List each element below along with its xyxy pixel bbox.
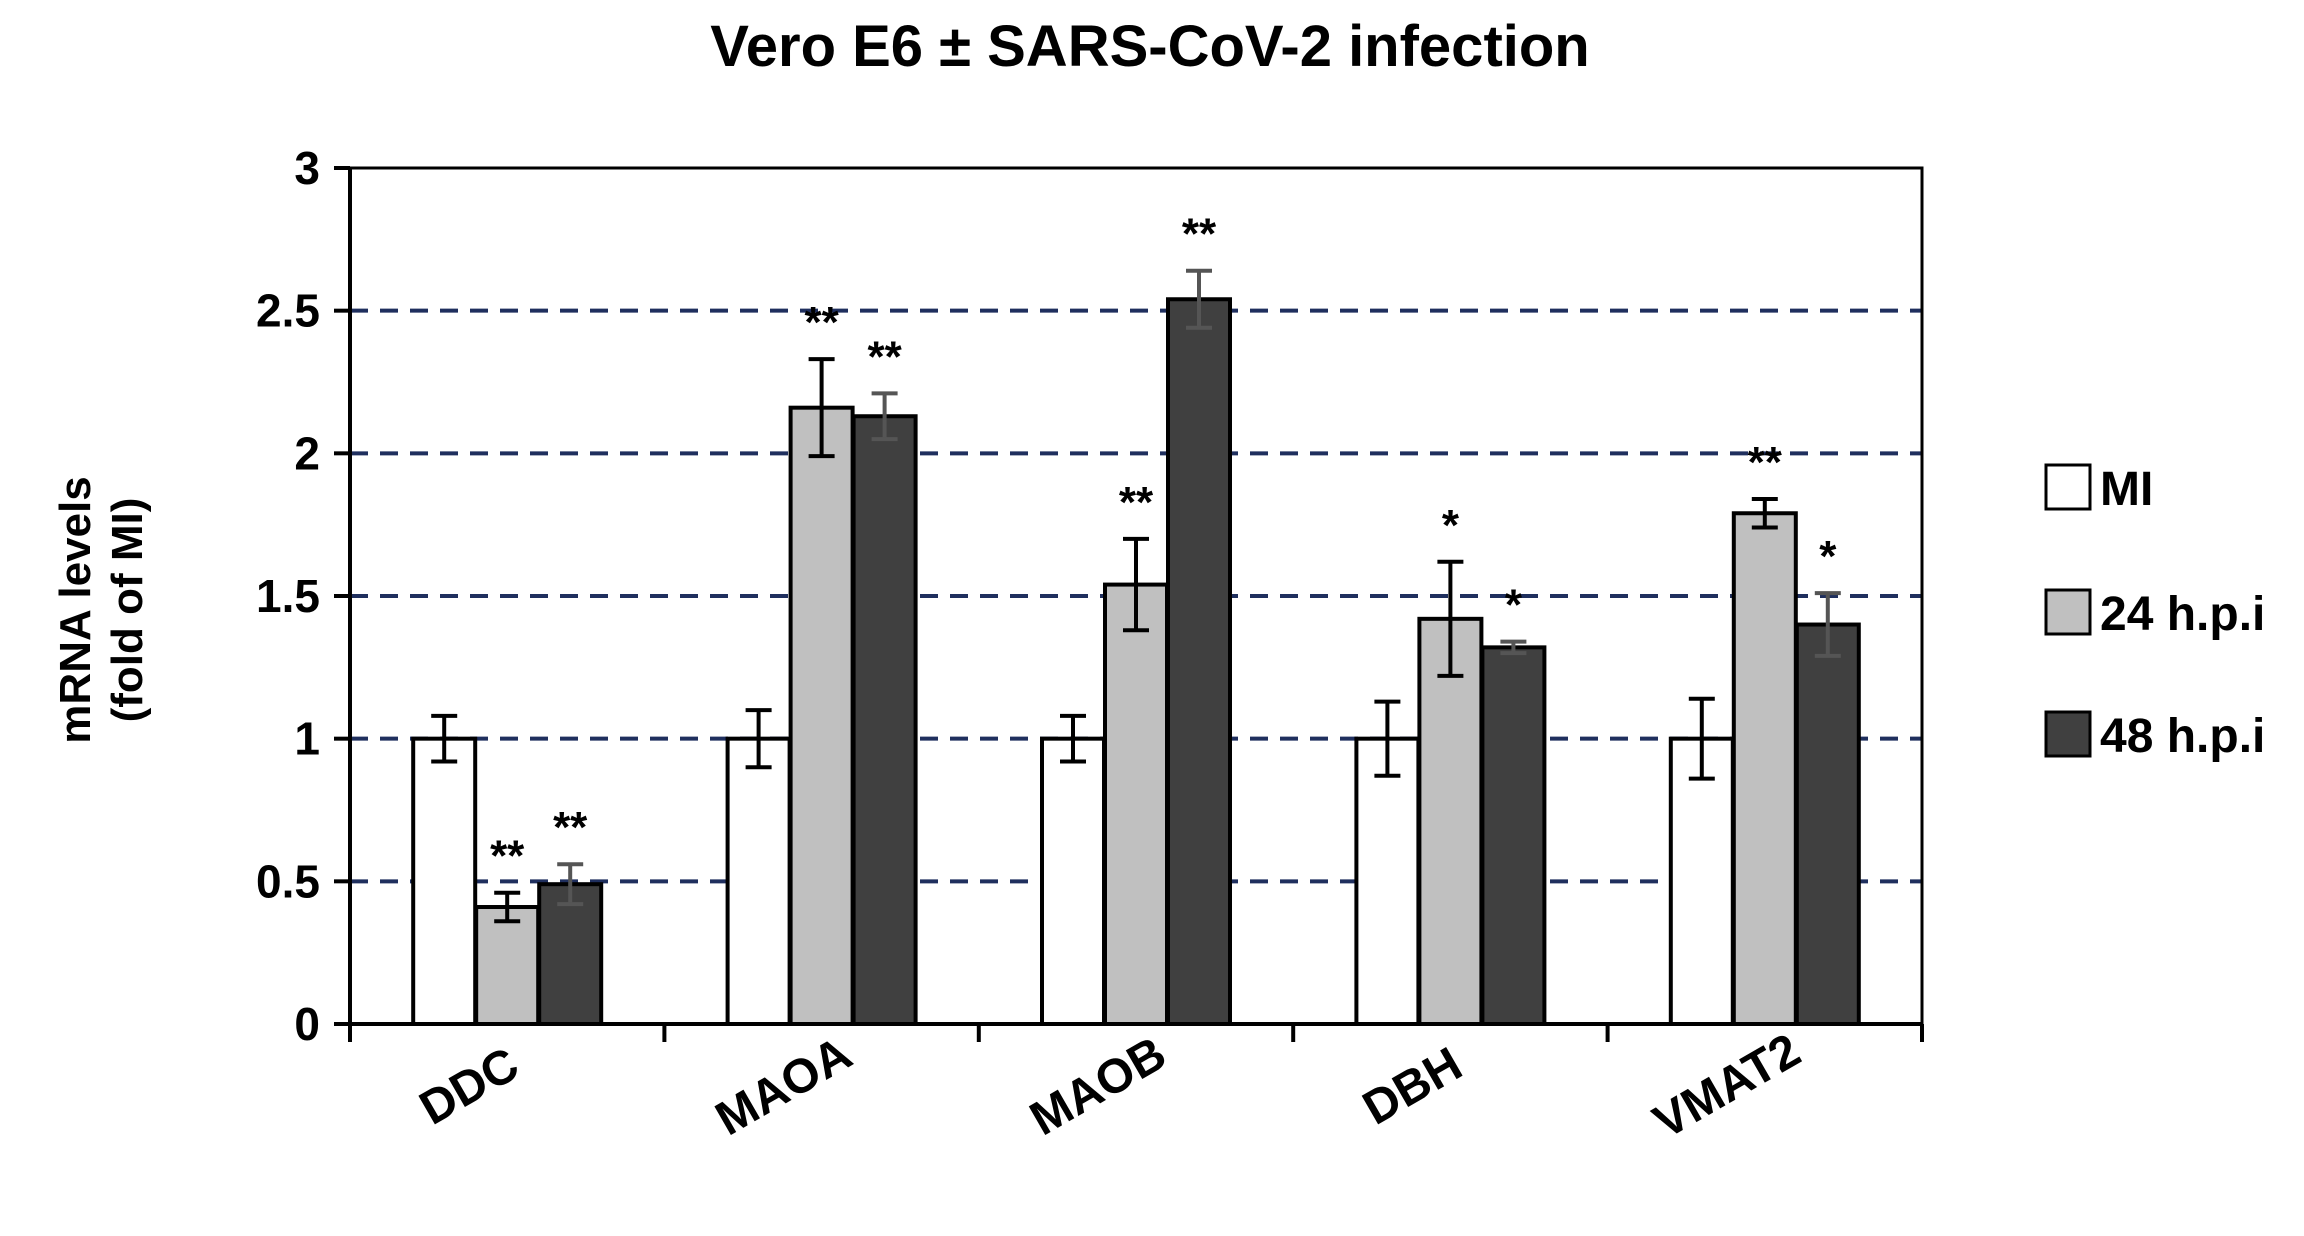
significance-vmat2-1: **	[1748, 438, 1783, 487]
bar-maob-2	[1166, 297, 1232, 1026]
bar-maoa-1	[788, 405, 855, 1026]
bar-dbh-1	[1417, 616, 1484, 1026]
bar-ddc-1	[474, 905, 541, 1026]
bar-vmat2-2	[1794, 622, 1861, 1026]
bar-ddc-0	[411, 736, 478, 1027]
bar-maob-0	[1040, 736, 1106, 1027]
y-tick-label-1.5: 1.5	[256, 570, 320, 622]
significance-maoa-2: **	[867, 332, 902, 381]
legend-swatch-24hpi	[2044, 588, 2092, 636]
legend-label-mi: MI	[2100, 463, 2153, 516]
x-category-label-vmat2: VMAT2	[1645, 1024, 1809, 1149]
y-tick-label-1: 1	[294, 713, 320, 765]
legend-swatch-mi	[2044, 463, 2092, 511]
significance-ddc-1: **	[490, 832, 525, 881]
significance-vmat2-2: *	[1819, 532, 1837, 581]
y-tick-label-2.5: 2.5	[256, 285, 320, 337]
x-category-label-dbh: DBH	[1354, 1038, 1471, 1136]
y-tick-label-2: 2	[294, 427, 320, 479]
significance-dbh-1: *	[1442, 501, 1460, 550]
legend-swatch-48hpi	[2044, 710, 2092, 758]
bars	[411, 268, 1861, 1027]
bar-maob-1	[1103, 582, 1169, 1026]
bar-ddc-2	[537, 882, 604, 1026]
y-tick-label-0: 0	[294, 998, 320, 1050]
y-tick-label-3: 3	[294, 142, 320, 194]
bar-vmat2-1	[1731, 511, 1798, 1027]
legend-label-24hpi: 24 h.p.i	[2100, 588, 2265, 641]
significance-dbh-2: *	[1505, 581, 1523, 630]
x-category-label-maob: MAOB	[1021, 1027, 1175, 1146]
y-axis-label-line-1: mRNA levels	[51, 476, 100, 743]
bar-dbh-0	[1354, 736, 1421, 1027]
chart-title: Vero E6 ± SARS-CoV-2 infection	[710, 14, 1589, 79]
bar-maoa-0	[725, 736, 792, 1027]
bar-dbh-2	[1480, 645, 1547, 1026]
axes	[334, 166, 1924, 1042]
legend-label-48hpi: 48 h.p.i	[2100, 710, 2265, 763]
y-axis-label-line-2: (fold of MI)	[103, 498, 152, 723]
x-category-label-ddc: DDC	[411, 1038, 528, 1136]
y-tick-label-0.5: 0.5	[256, 855, 320, 907]
significance-maoa-1: **	[804, 298, 839, 347]
x-category-label-maoa: MAOA	[707, 1027, 861, 1146]
y-axis-label: mRNA levels (fold of MI)	[51, 476, 152, 743]
legend: MI 24 h.p.i 48 h.p.i	[2044, 463, 2265, 763]
significance-maob-2: **	[1182, 210, 1217, 259]
bar-vmat2-0	[1668, 736, 1735, 1027]
bar-maoa-2	[851, 414, 918, 1026]
significance-maob-1: **	[1119, 478, 1154, 527]
significance-ddc-2: **	[553, 803, 588, 852]
